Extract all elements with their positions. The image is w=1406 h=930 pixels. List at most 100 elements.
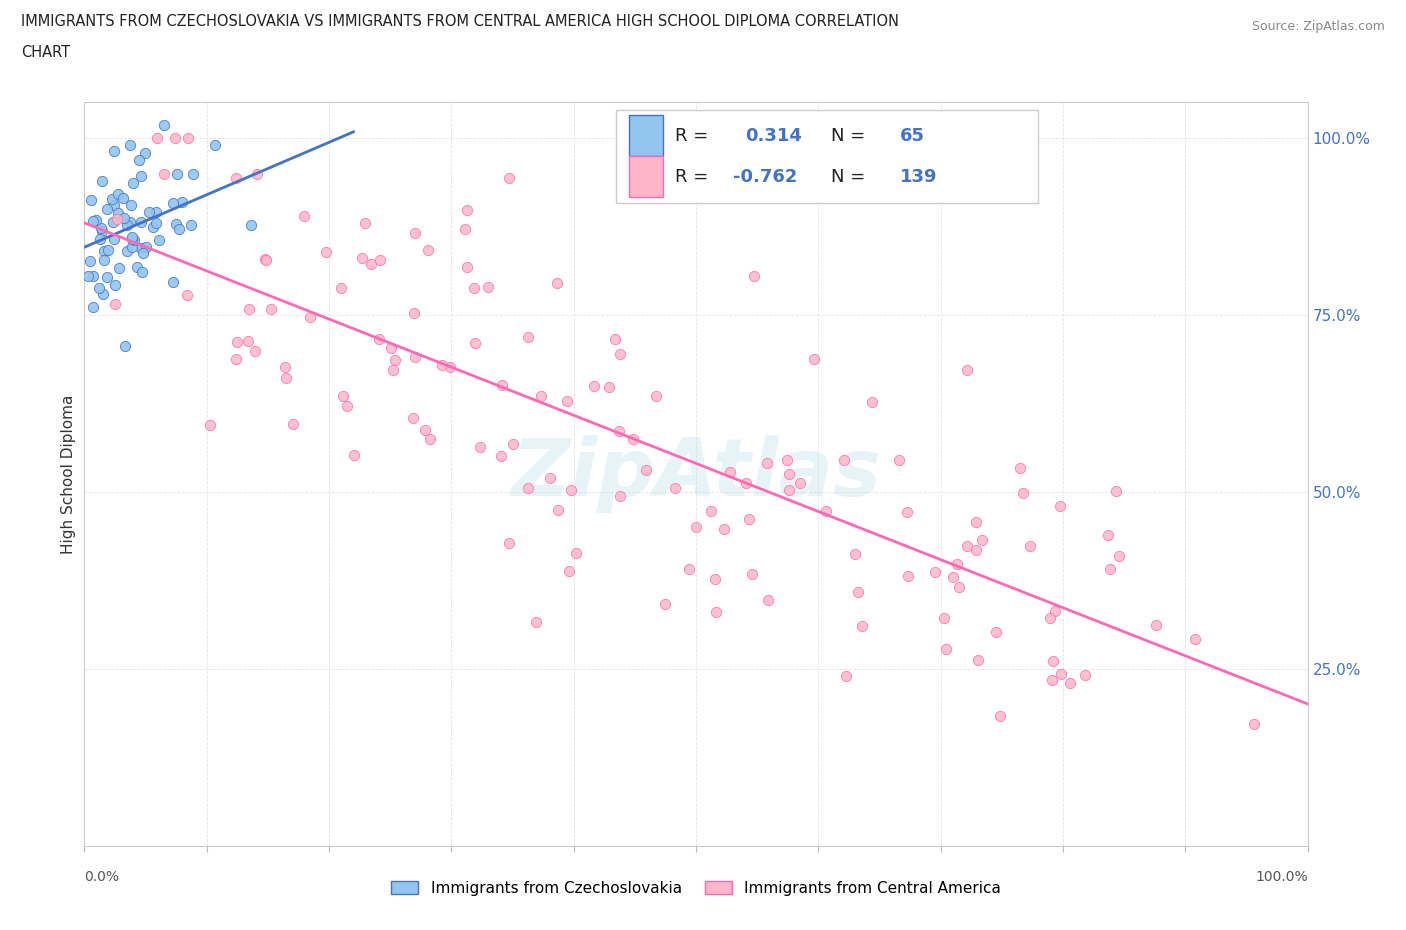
Point [491,377,513,392]
Point [598,379,620,394]
Point [713,522,735,537]
Point [741,566,763,581]
Point [118,215,141,230]
Point [582,379,605,393]
Point [239,218,262,232]
Point [932,611,955,626]
Point [114,339,136,353]
Point [699,504,721,519]
Point [970,532,993,547]
Text: Source: ZipAtlas.com: Source: ZipAtlas.com [1251,20,1385,33]
Point [103,232,125,246]
Point [498,536,520,551]
Point [546,275,568,290]
Point [737,512,759,526]
Point [105,211,128,226]
Point [1243,716,1265,731]
Point [778,467,800,482]
Point [967,653,990,668]
Point [984,625,1007,640]
Point [120,197,142,212]
Point [256,253,278,268]
Point [145,130,167,145]
Point [404,226,426,241]
Point [153,118,176,133]
Point [368,253,391,268]
Point [454,221,477,236]
Point [1108,548,1130,563]
Point [603,331,626,346]
Point [172,194,194,209]
Point [803,352,825,366]
Point [183,166,205,181]
Point [678,561,700,576]
Point [380,340,402,355]
Point [121,240,143,255]
Point [948,579,970,594]
Point [1012,485,1035,500]
Text: N =: N = [831,167,870,186]
Text: 0.0%: 0.0% [84,870,120,884]
Point [93,252,115,267]
Point [654,597,676,612]
Text: 0.314: 0.314 [745,126,801,145]
Point [703,571,725,586]
Point [104,297,127,312]
Point [1049,667,1071,682]
Point [404,305,426,320]
Point [128,153,150,167]
Point [439,359,461,374]
Point [198,418,221,432]
Point [965,543,987,558]
Point [103,197,125,212]
Point [735,476,758,491]
Point [93,244,115,259]
Point [152,166,174,181]
Point [664,481,686,496]
Point [832,452,855,467]
Point [82,268,104,283]
Point [1039,610,1062,625]
Text: R =: R = [675,126,714,145]
FancyBboxPatch shape [628,115,664,156]
Point [108,260,131,275]
Point [91,224,114,239]
Point [419,432,441,446]
Point [477,280,499,295]
Point [121,175,143,190]
Point [416,243,439,258]
Point [502,437,524,452]
Point [112,191,135,206]
Point [846,584,869,599]
Text: ZipAtlas: ZipAtlas [510,435,882,513]
Point [718,464,741,479]
Point [298,310,321,325]
Point [246,166,269,181]
Point [1049,498,1071,513]
Point [101,192,124,206]
Point [404,350,426,365]
Point [79,254,101,269]
Point [104,278,127,293]
Point [889,452,911,467]
Point [609,346,631,361]
Point [956,363,979,378]
Point [292,209,315,224]
Point [609,489,631,504]
Point [491,448,513,463]
Point [121,232,143,246]
Text: 100.0%: 100.0% [1256,870,1308,884]
Point [815,503,838,518]
FancyBboxPatch shape [628,156,664,197]
Point [115,217,138,232]
Point [557,564,579,578]
Point [225,170,247,185]
Point [924,565,946,579]
Point [704,604,727,619]
Point [132,246,155,260]
Point [89,232,111,246]
Point [315,245,337,259]
Point [162,195,184,210]
Point [145,204,167,219]
Point [1008,460,1031,475]
